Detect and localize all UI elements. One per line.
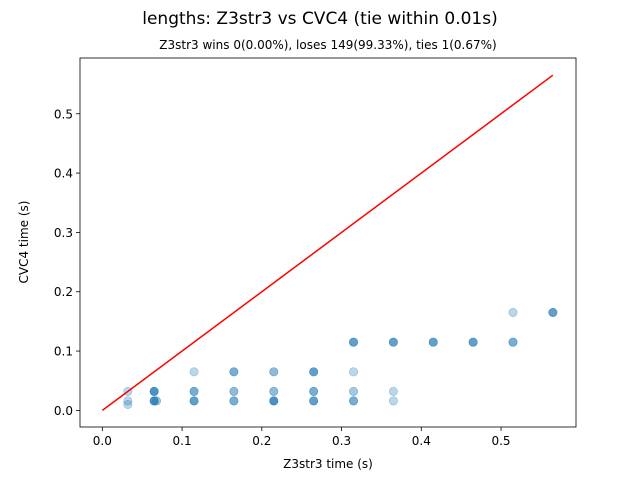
data-point-13 — [269, 386, 279, 396]
data-point-14 — [269, 396, 279, 406]
y-tick-label-1: 0.1 — [54, 345, 73, 359]
x-tick-label-0: 0.0 — [93, 434, 112, 448]
data-point-19 — [349, 367, 359, 377]
line-layer — [101, 74, 554, 411]
y-tick-label-4: 0.4 — [54, 167, 73, 181]
chart-title: lengths: Z3str3 vs CVC4 (tie within 0.01… — [142, 9, 497, 29]
data-point-20 — [349, 386, 359, 396]
data-point-26 — [468, 337, 478, 347]
data-point-12 — [269, 367, 279, 377]
data-point-8 — [189, 396, 199, 406]
data-point-17 — [309, 396, 319, 406]
data-point-29 — [548, 307, 558, 317]
data-point-4 — [149, 396, 159, 406]
plot-frame — [79, 57, 577, 428]
points-layer — [123, 307, 558, 409]
data-point-5 — [152, 396, 162, 406]
x-tick-label-3: 0.3 — [332, 434, 351, 448]
x-axis: 0.0 0.1 0.2 0.3 0.4 0.5 — [93, 427, 511, 448]
data-point-11 — [229, 396, 239, 406]
data-point-1 — [123, 396, 133, 406]
data-point-23 — [388, 386, 398, 396]
y-tick-label-5: 0.5 — [54, 107, 73, 121]
data-point-2 — [123, 399, 133, 409]
y-axis: 0.0 0.1 0.2 0.3 0.4 0.5 — [54, 107, 80, 418]
data-point-28 — [508, 337, 518, 347]
data-point-7 — [189, 386, 199, 396]
data-point-16 — [309, 386, 319, 396]
x-tick-label-5: 0.5 — [491, 434, 510, 448]
y-axis-label: CVC4 time (s) — [17, 201, 31, 284]
data-point-21 — [349, 396, 359, 406]
data-point-27 — [508, 307, 518, 317]
diagonal-line — [101, 74, 554, 411]
data-point-18 — [349, 337, 359, 347]
data-point-25 — [428, 337, 438, 347]
x-tick-label-1: 0.1 — [173, 434, 192, 448]
data-point-22 — [388, 337, 398, 347]
data-point-6 — [189, 367, 199, 377]
x-axis-label: Z3str3 time (s) — [283, 457, 373, 471]
y-tick-label-2: 0.2 — [54, 285, 73, 299]
data-point-10 — [229, 386, 239, 396]
data-point-24 — [388, 396, 398, 406]
data-point-15 — [309, 367, 319, 377]
data-point-3 — [149, 386, 159, 396]
x-tick-label-4: 0.4 — [412, 434, 431, 448]
y-tick-label-0: 0.0 — [54, 404, 73, 418]
x-tick-label-2: 0.2 — [252, 434, 271, 448]
data-point-9 — [229, 367, 239, 377]
chart-subtitle: Z3str3 wins 0(0.00%), loses 149(99.33%),… — [159, 38, 496, 52]
y-tick-label-3: 0.3 — [54, 226, 73, 240]
